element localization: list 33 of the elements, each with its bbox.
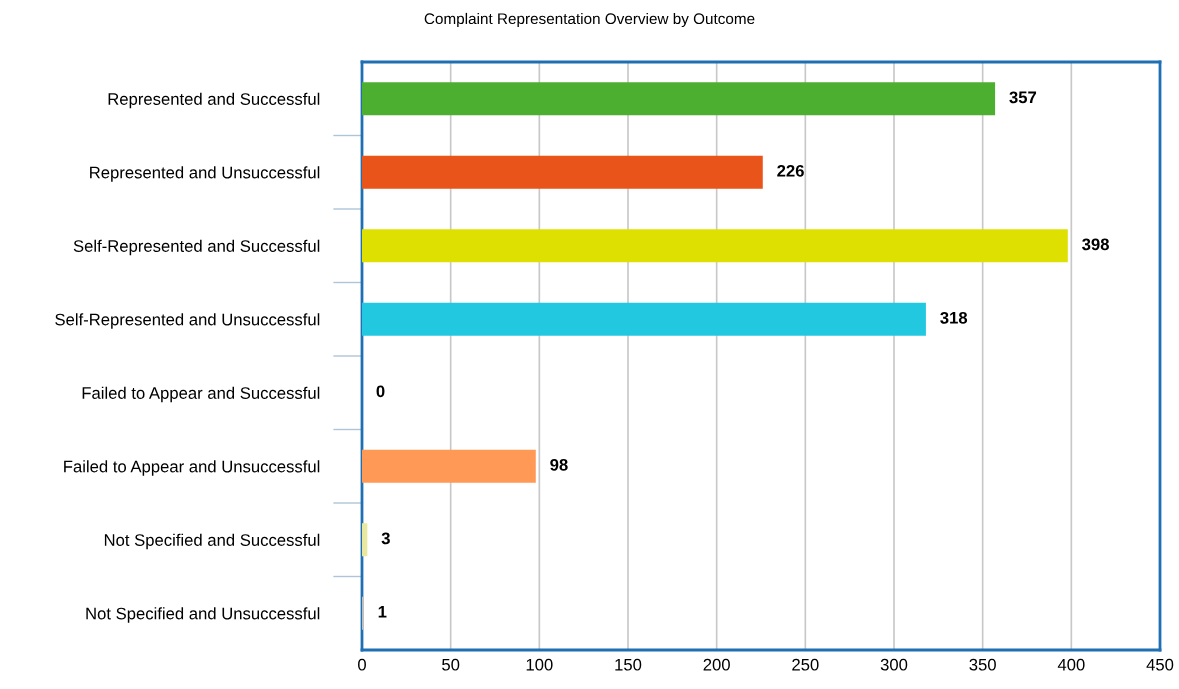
x-tick-label: 0 <box>358 658 366 671</box>
data-label: 98 <box>550 458 568 471</box>
y-tick-label: Not Specified and Successful <box>104 533 320 550</box>
data-label: 3 <box>381 532 390 545</box>
x-tick-label: 350 <box>969 658 996 671</box>
x-tick-label: 250 <box>792 658 819 671</box>
y-tick-label: Failed to Appear and Unsuccessful <box>64 460 320 476</box>
bar <box>362 82 996 116</box>
data-label: 398 <box>1082 238 1109 251</box>
y-tick-label: Represented and Unsuccessful <box>90 166 320 182</box>
y-tick-label: Not Specified and Unsuccessful <box>86 607 320 623</box>
x-tick-label: 100 <box>526 658 553 671</box>
y-tick-label: Self-Represented and Unsuccessful <box>55 313 320 329</box>
x-tick-label: 50 <box>442 658 460 671</box>
bar <box>362 449 536 483</box>
x-tick-label: 300 <box>880 658 908 671</box>
y-tick-label: Self-Represented and Successful <box>73 239 320 256</box>
x-tick-label: 400 <box>1057 658 1085 671</box>
bar <box>362 302 926 336</box>
bar <box>362 155 763 189</box>
bar <box>362 523 368 557</box>
data-label: 318 <box>940 311 968 324</box>
bar <box>362 229 1068 263</box>
x-tick-label: 450 <box>1146 658 1174 671</box>
x-tick-label: 150 <box>615 658 642 671</box>
chart-title: Complaint Representation Overview by Outcome <box>424 12 755 28</box>
data-label: 357 <box>1009 91 1037 104</box>
data-label: 0 <box>376 385 385 398</box>
data-label: 1 <box>378 606 387 618</box>
x-tick-label: 200 <box>703 658 730 671</box>
data-label: 226 <box>777 164 804 177</box>
y-tick-label: Represented and Successful <box>108 92 320 109</box>
y-tick-label: Failed to Appear and Successful <box>82 386 320 403</box>
